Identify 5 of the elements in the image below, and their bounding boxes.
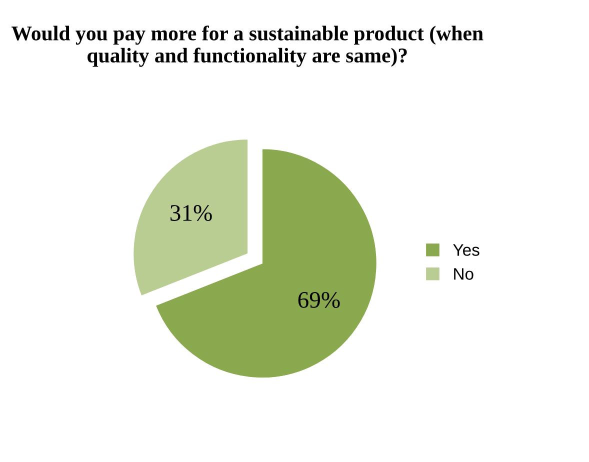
legend-label: Yes <box>453 244 480 256</box>
data-label: 69% <box>298 292 340 308</box>
data-label: 31% <box>170 205 212 222</box>
chart-title: Would you pay more for a sustainable product (when quality and functionality are same)? <box>12 26 484 67</box>
legend-label: No <box>454 268 474 280</box>
